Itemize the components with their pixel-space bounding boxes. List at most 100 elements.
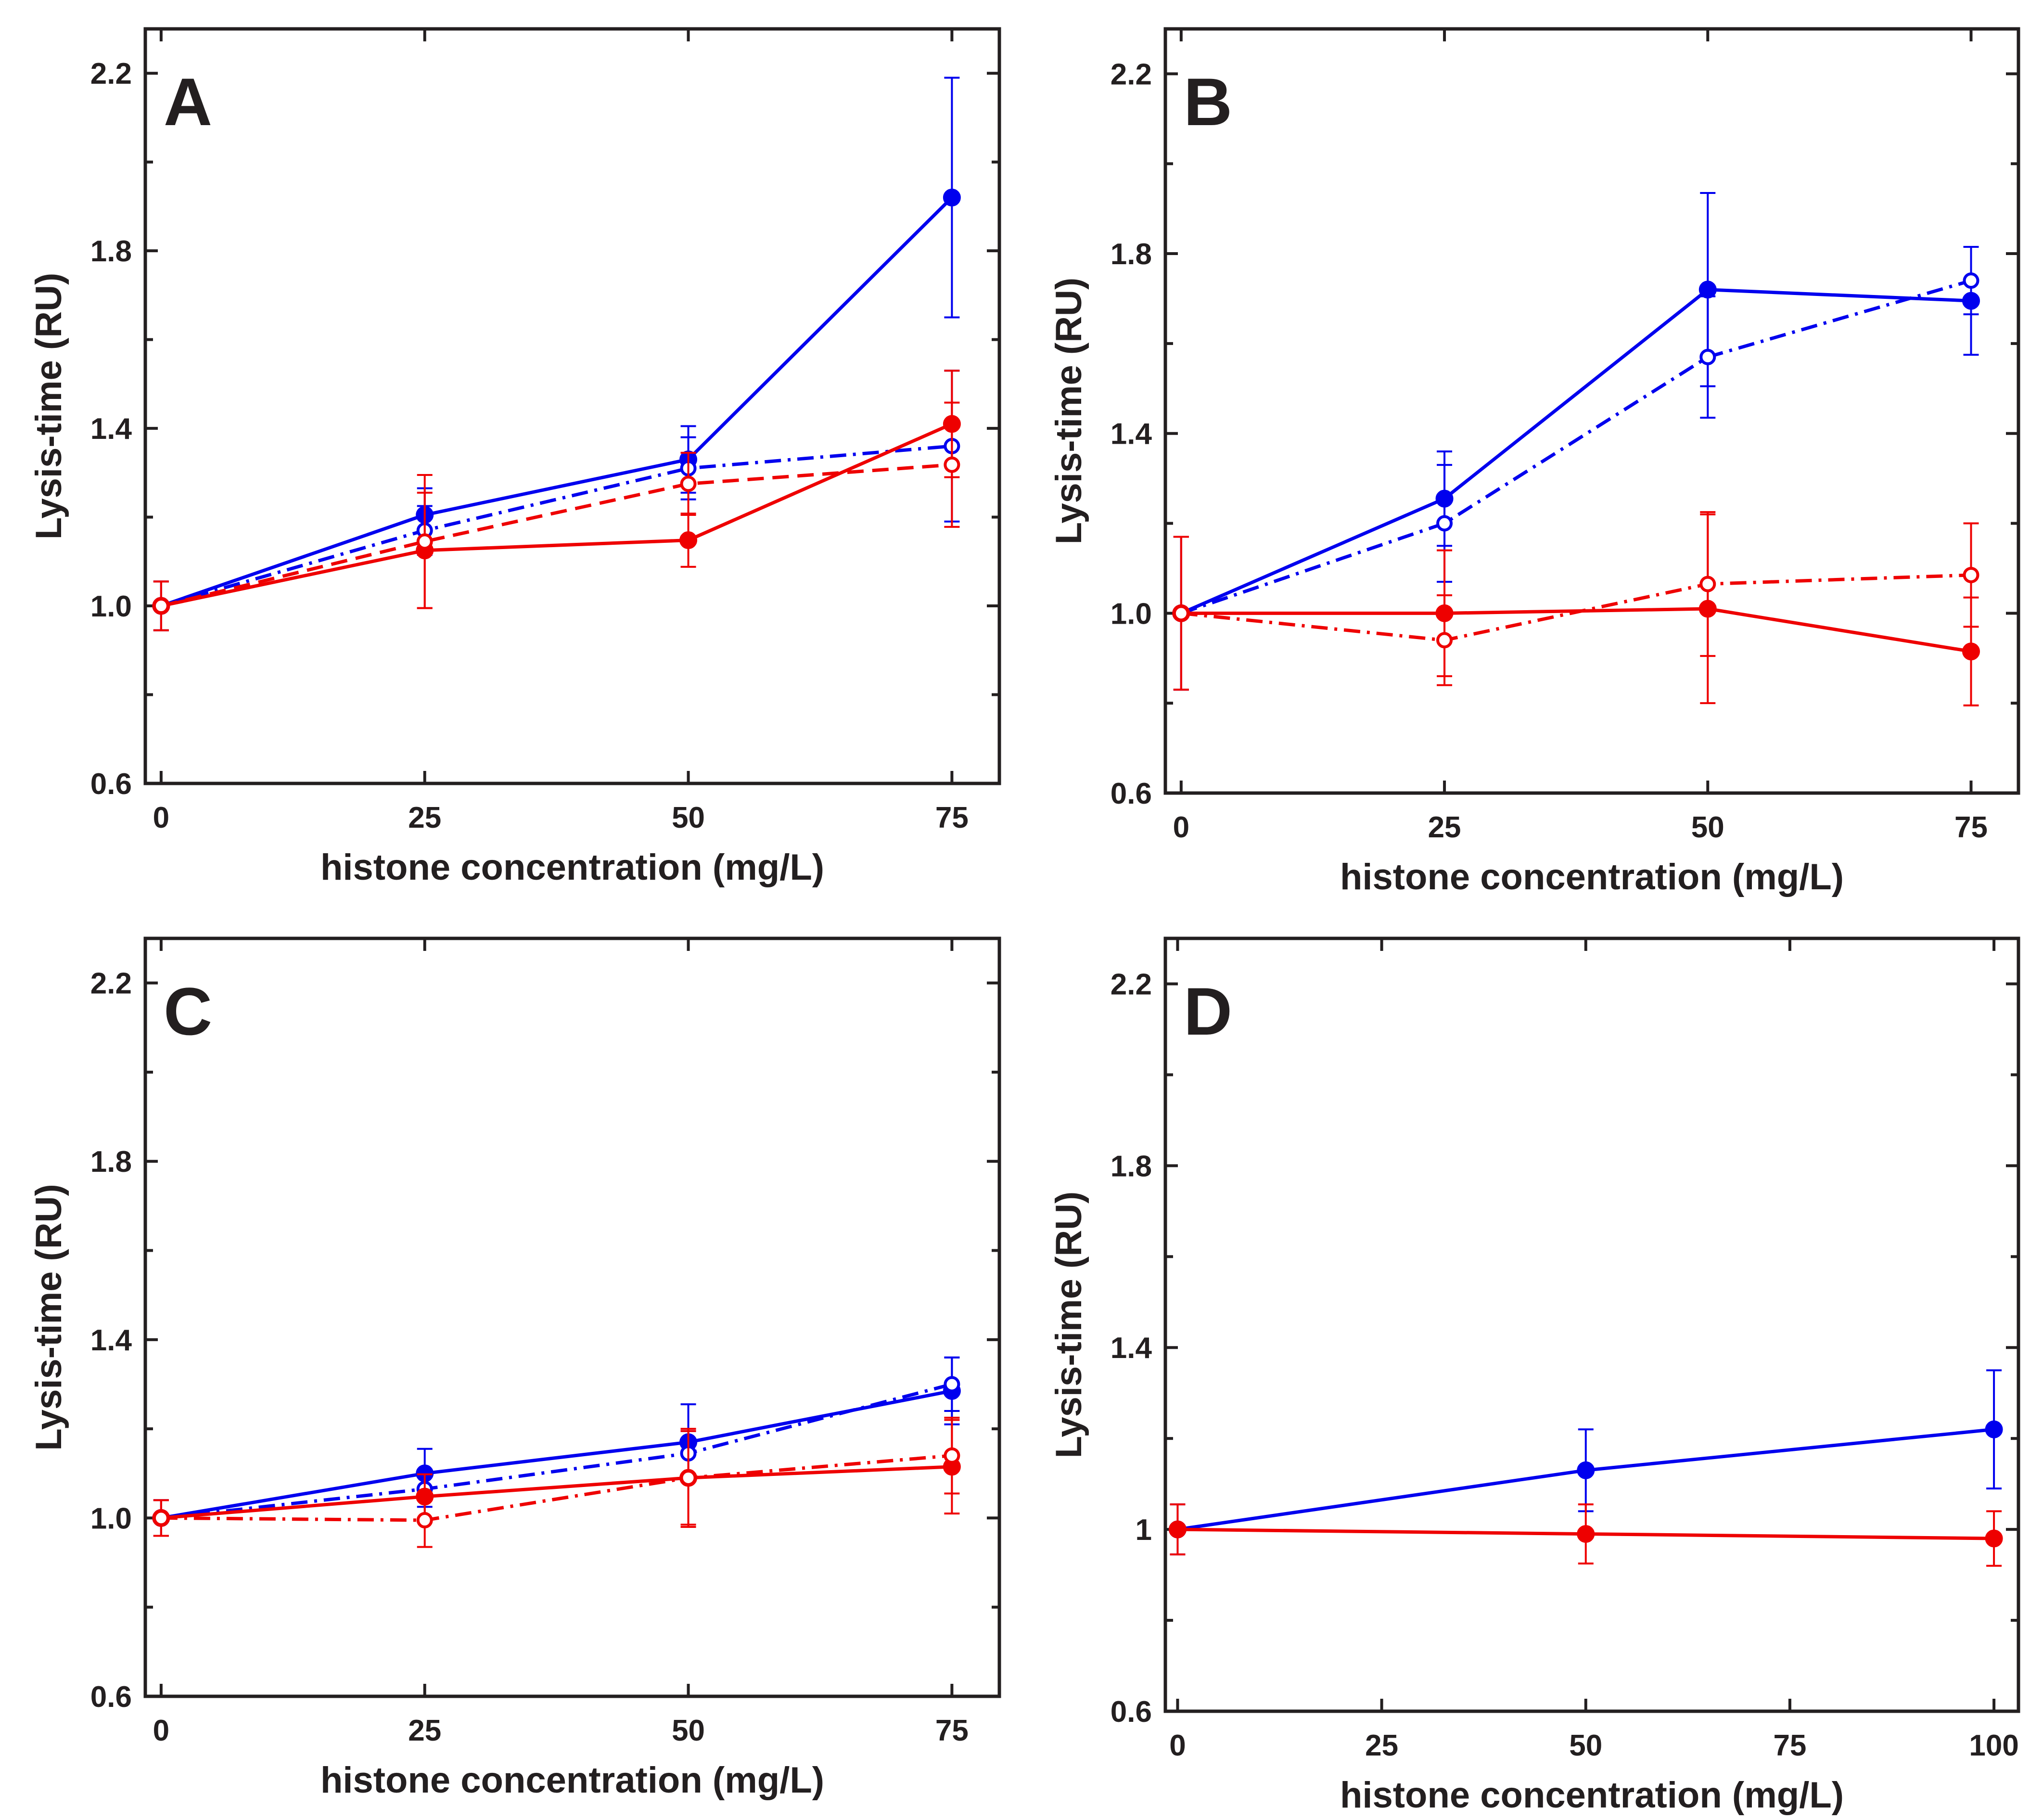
y-axis-label: Lysis-time (RU)	[28, 1184, 69, 1451]
x-tick-label: 50	[1691, 811, 1724, 844]
data-point-open	[153, 598, 169, 615]
y-tick-label: 0.6	[1111, 777, 1152, 810]
data-point	[1577, 1461, 1595, 1479]
y-tick-label: 1.8	[90, 235, 132, 268]
y-axis-label: Lysis-time (RU)	[28, 273, 69, 540]
panel-c: 0.6 1.0 1.4 1.8 2.2 0 25 50 75 histone concentrat…	[28, 936, 1001, 1801]
series-line	[160, 444, 952, 608]
y-tick-label: 1.4	[90, 1324, 132, 1357]
data-point-open	[1436, 515, 1453, 532]
x-tick-label: 0	[153, 1714, 169, 1747]
y-tick-label: 1.4	[90, 412, 132, 446]
x-tick-label: 75	[935, 1714, 969, 1747]
x-tick-label: 0	[1169, 1729, 1186, 1762]
series-line	[1181, 573, 1971, 642]
panel-d: 0.6 1 1.4 1.8 2.2 0 25 50 75 100 histone concentra…	[1048, 936, 2020, 1816]
series-blue-filled	[152, 77, 961, 631]
y-tick-label: 1	[1136, 1513, 1152, 1547]
y-tick-label: 2.2	[90, 967, 132, 1000]
y-tick-label: 1.4	[1111, 1332, 1152, 1365]
x-tick-label: 100	[1969, 1729, 2018, 1762]
data-point	[1962, 642, 1980, 661]
x-tick-label: 50	[1569, 1729, 1602, 1762]
y-tick-label: 2.2	[90, 57, 132, 90]
y-axis-label: Lysis-time (RU)	[1048, 278, 1089, 545]
plot-frame	[1163, 936, 2020, 1713]
x-tick-label: 0	[153, 801, 169, 834]
y-tick-label: 2.2	[1111, 58, 1152, 91]
y-tick-label: 0.6	[1111, 1695, 1152, 1729]
data-point-open	[680, 475, 697, 492]
y-axis-label: Lysis-time (RU)	[1048, 1192, 1089, 1459]
panel-a: 0.6 1.0 1.4 1.8 2.2 0 25 50 75 histone concentrat…	[28, 27, 1001, 888]
x-tick-label: 50	[672, 1714, 705, 1747]
series-red-filled	[152, 370, 961, 631]
data-point-open	[1699, 576, 1716, 592]
data-point-open	[1436, 632, 1453, 649]
data-point-open	[1963, 566, 1979, 583]
x-tick-label: 25	[1428, 811, 1461, 844]
data-point	[1168, 1520, 1187, 1538]
series-blue-open	[153, 370, 960, 631]
data-point-open	[416, 533, 433, 550]
series-line	[161, 463, 952, 608]
data-point	[1577, 1525, 1595, 1543]
y-tick-label: 1.8	[1111, 1150, 1152, 1183]
data-point-open	[944, 1376, 960, 1393]
data-point	[679, 531, 698, 550]
data-point-open	[1963, 272, 1979, 289]
y-tick-label: 1.8	[90, 1145, 132, 1179]
series-line	[161, 1383, 953, 1520]
data-point	[1985, 1529, 2003, 1548]
x-axis-label: histone concentration (mg/L)	[320, 847, 824, 888]
data-point	[1698, 281, 1717, 299]
series-line	[1180, 279, 1972, 615]
series-red-filled	[1172, 513, 1980, 706]
y-tick-label: 0.6	[90, 768, 132, 801]
x-tick-label: 75	[1954, 811, 1988, 844]
data-point-open	[680, 1470, 697, 1487]
data-point-open	[1699, 348, 1716, 365]
x-tick-label: 75	[935, 801, 969, 834]
plot-frame	[1163, 27, 2020, 795]
series-line	[1181, 607, 1972, 654]
data-point-open	[416, 1512, 433, 1529]
series-red-filled	[1168, 1503, 2003, 1567]
x-tick-label: 50	[672, 801, 705, 834]
x-axis-label: histone concentration (mg/L)	[1340, 857, 1844, 897]
plot-frame	[143, 936, 1001, 1698]
x-tick-label: 25	[1365, 1729, 1398, 1762]
panel-label: B	[1184, 64, 1232, 140]
series-line	[161, 1465, 952, 1520]
x-axis-label: histone concentration (mg/L)	[1340, 1775, 1844, 1816]
series-line	[161, 1389, 953, 1520]
x-tick-label: 75	[1773, 1729, 1806, 1762]
x-tick-label: 0	[1173, 811, 1189, 844]
data-point-open	[153, 1510, 169, 1526]
series-line	[161, 422, 953, 608]
series-line	[1180, 288, 1971, 615]
series-red-open	[1173, 511, 1979, 691]
panel-b: 0.6 1.0 1.4 1.8 2.2 0 25 50 75 histone concentrat…	[1048, 27, 2020, 897]
x-tick-label: 25	[408, 1714, 441, 1747]
x-axis-label: histone concentration (mg/L)	[320, 1760, 824, 1801]
y-tick-label: 1.8	[1111, 238, 1152, 271]
data-point	[943, 188, 961, 206]
series-red-open	[153, 1416, 960, 1548]
data-point-open	[1173, 605, 1189, 622]
panel-label: D	[1184, 974, 1232, 1049]
data-point	[1985, 1420, 2003, 1438]
y-tick-label: 1.0	[90, 1502, 132, 1535]
y-tick-label: 0.6	[90, 1680, 132, 1714]
data-point-open	[944, 1447, 960, 1464]
series-line	[161, 1454, 952, 1522]
series-red-open	[153, 401, 960, 631]
y-tick-label: 1.0	[90, 590, 132, 623]
data-point-open	[944, 456, 960, 473]
y-tick-label: 2.2	[1111, 968, 1152, 1001]
panel-label: A	[164, 64, 212, 140]
x-tick-label: 25	[408, 801, 441, 834]
panel-label: C	[164, 974, 212, 1049]
plot-frame	[143, 27, 1001, 785]
